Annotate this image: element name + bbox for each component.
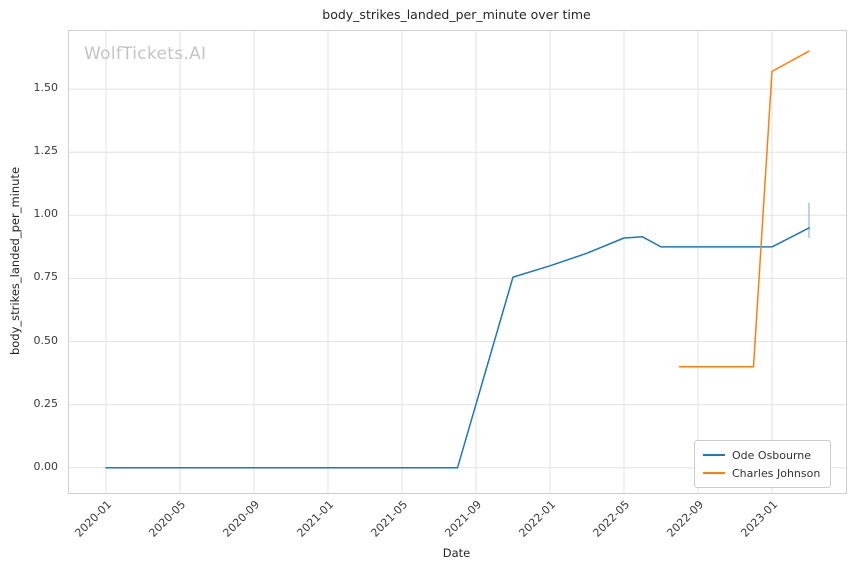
y-tick-label: 0.75 xyxy=(33,270,59,284)
legend-label: Charles Johnson xyxy=(732,466,821,480)
legend: Ode Osbourne Charles Johnson xyxy=(694,440,832,488)
legend-item: Ode Osbourne xyxy=(703,446,820,464)
y-tick-label: 0.25 xyxy=(33,396,59,410)
legend-item: Charles Johnson xyxy=(703,464,820,482)
legend-line-swatch xyxy=(703,472,725,474)
legend-label: Ode Osbourne xyxy=(732,448,812,462)
plot-area xyxy=(68,30,847,494)
y-tick-label: 0.00 xyxy=(33,459,59,473)
y-tick-label: 1.25 xyxy=(33,144,59,158)
chart-title: body_strikes_landed_per_minute over time xyxy=(322,7,591,22)
y-tick-label: 0.50 xyxy=(33,333,59,347)
legend-line-swatch xyxy=(703,454,725,456)
y-tick-label: 1.00 xyxy=(33,207,59,221)
y-tick-label: 1.50 xyxy=(33,81,59,95)
plot-canvas xyxy=(69,31,846,493)
y-axis-label: body_strikes_landed_per_minute xyxy=(8,166,22,356)
watermark: WolfTickets.AI xyxy=(84,44,207,64)
x-axis-label: Date xyxy=(442,546,471,560)
